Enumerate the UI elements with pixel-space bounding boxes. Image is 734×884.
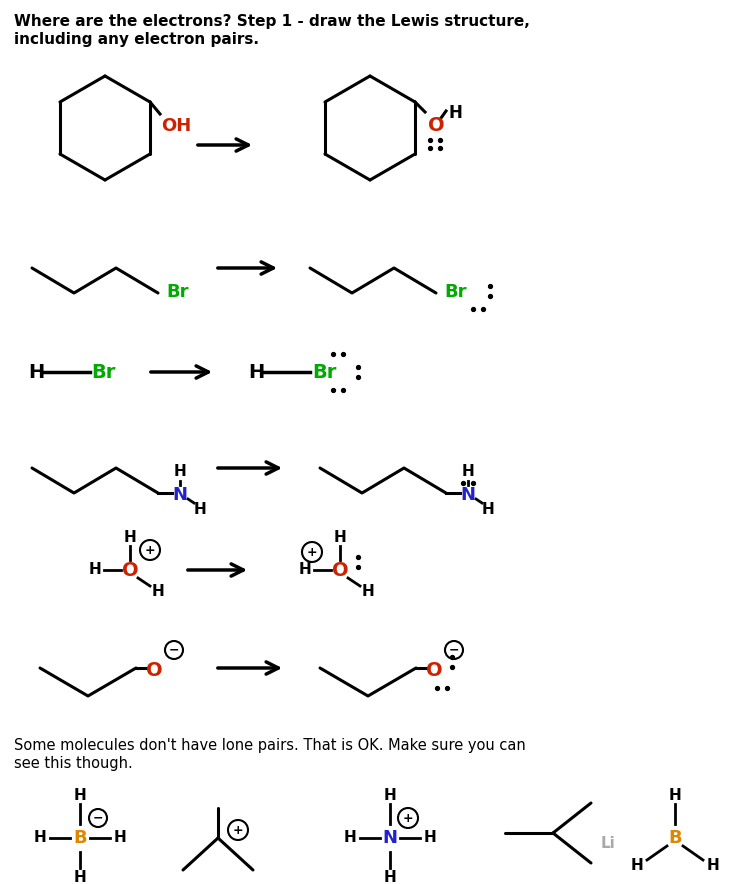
- Text: H: H: [152, 584, 164, 599]
- Text: H: H: [384, 789, 396, 804]
- Text: Br: Br: [312, 362, 336, 382]
- Text: H: H: [299, 562, 311, 577]
- Text: −: −: [448, 644, 459, 657]
- Text: +: +: [307, 545, 317, 559]
- Text: H: H: [424, 830, 437, 845]
- Text: N: N: [382, 829, 398, 847]
- Text: H: H: [334, 530, 346, 545]
- Text: Li: Li: [600, 835, 615, 850]
- Text: see this though.: see this though.: [14, 756, 133, 771]
- Text: H: H: [34, 830, 46, 845]
- Text: H: H: [28, 362, 44, 382]
- Text: H: H: [384, 871, 396, 884]
- Text: +: +: [145, 544, 156, 557]
- Text: H: H: [631, 858, 644, 873]
- Text: OH: OH: [161, 117, 192, 135]
- Text: −: −: [92, 812, 103, 825]
- Text: N: N: [172, 486, 187, 504]
- Text: B: B: [668, 829, 682, 847]
- Text: O: O: [122, 560, 138, 580]
- Text: +: +: [403, 812, 413, 825]
- Text: H: H: [482, 501, 495, 516]
- Text: H: H: [248, 362, 264, 382]
- Text: H: H: [669, 789, 681, 804]
- Text: H: H: [73, 871, 87, 884]
- Text: H: H: [174, 463, 186, 478]
- Text: O: O: [145, 660, 162, 680]
- Text: O: O: [426, 660, 443, 680]
- Text: Br: Br: [444, 283, 467, 301]
- Text: H: H: [448, 104, 462, 122]
- Text: −: −: [169, 644, 179, 657]
- Text: Where are the electrons? Step 1 - draw the Lewis structure,: Where are the electrons? Step 1 - draw t…: [14, 14, 530, 29]
- Text: H: H: [89, 562, 101, 577]
- Text: +: +: [233, 824, 243, 836]
- Text: H: H: [114, 830, 126, 845]
- Text: O: O: [428, 116, 445, 135]
- Text: O: O: [332, 560, 349, 580]
- Text: H: H: [194, 501, 206, 516]
- Text: N: N: [460, 486, 476, 504]
- Text: Br: Br: [166, 283, 189, 301]
- Text: B: B: [73, 829, 87, 847]
- Text: H: H: [73, 789, 87, 804]
- Text: Some molecules don't have lone pairs. That is OK. Make sure you can: Some molecules don't have lone pairs. Th…: [14, 738, 526, 753]
- Text: H: H: [462, 463, 474, 478]
- Text: Br: Br: [91, 362, 115, 382]
- Text: including any electron pairs.: including any electron pairs.: [14, 32, 259, 47]
- Text: H: H: [123, 530, 137, 545]
- Text: H: H: [707, 858, 719, 873]
- Text: H: H: [344, 830, 357, 845]
- Text: H: H: [362, 584, 374, 599]
